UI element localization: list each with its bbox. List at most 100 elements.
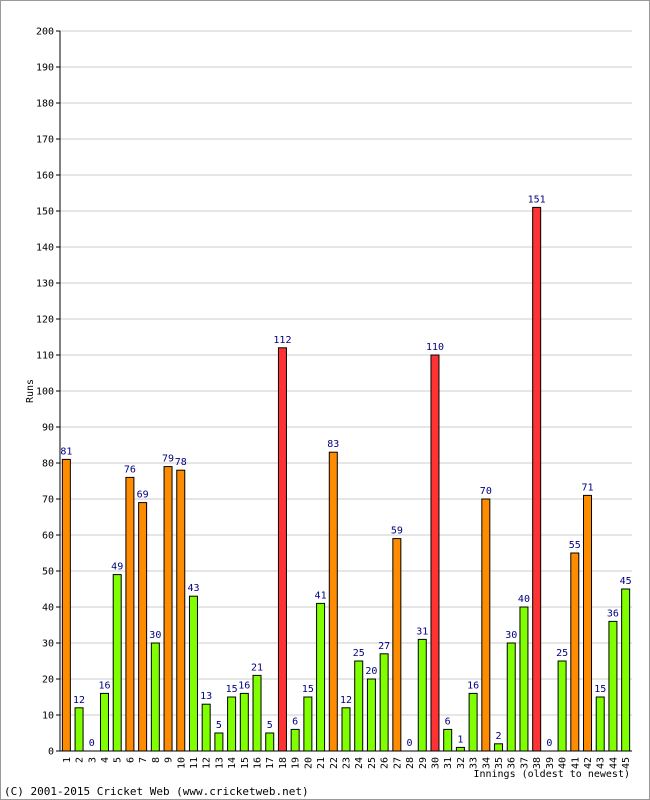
x-tick-label: 10: [176, 757, 187, 769]
x-tick-label: 24: [354, 757, 365, 769]
y-tick-label: 80: [42, 459, 54, 470]
bar: [341, 707, 351, 752]
bar: [608, 620, 618, 752]
bar-value-label: 25: [353, 648, 365, 659]
bar: [328, 451, 338, 752]
x-tick-label: 4: [100, 757, 111, 763]
y-tick-label: 10: [42, 711, 54, 722]
bar-value-label: 69: [137, 490, 149, 501]
bar-value-label: 16: [238, 680, 250, 691]
bar: [595, 696, 605, 752]
x-tick-label: 6: [125, 757, 136, 763]
x-tick-label: 43: [596, 757, 607, 769]
bar: [125, 476, 135, 752]
bar: [150, 642, 160, 752]
y-tick-label: 160: [36, 171, 54, 182]
x-tick-label: 2: [75, 757, 86, 763]
x-tick-label: 45: [621, 757, 632, 769]
bar: [239, 692, 249, 752]
bar-value-label: 2: [496, 731, 502, 742]
y-tick-label: 30: [42, 639, 54, 650]
bar-value-label: 31: [416, 626, 428, 637]
bar-value-label: 36: [607, 608, 619, 619]
x-tick-label: 3: [87, 757, 98, 763]
bar: [583, 494, 593, 752]
bar: [455, 746, 465, 752]
x-tick-label: 26: [380, 757, 391, 769]
x-tick-label: 34: [481, 757, 492, 769]
copyright-footer: (C) 2001-2015 Cricket Web (www.cricketwe…: [4, 785, 309, 798]
x-tick-label: 20: [303, 757, 314, 769]
bar: [570, 552, 580, 752]
x-tick-label: 16: [253, 757, 264, 769]
bar: [138, 502, 148, 752]
bar-value-label: 76: [124, 464, 136, 475]
x-tick-label: 18: [278, 757, 289, 769]
y-axis-label: Runs: [25, 379, 36, 403]
y-tick-label: 190: [36, 63, 54, 74]
bar: [430, 354, 440, 752]
bar: [621, 588, 631, 752]
bar-value-label: 1: [457, 734, 463, 745]
bar-value-label: 151: [528, 194, 546, 205]
x-tick-label: 5: [113, 757, 124, 763]
bar: [252, 674, 262, 752]
bar: [532, 206, 542, 752]
y-tick-label: 50: [42, 567, 54, 578]
bar-value-label: 5: [216, 720, 222, 731]
y-tick-label: 130: [36, 279, 54, 290]
bar: [392, 538, 402, 752]
y-tick-label: 200: [36, 27, 54, 38]
bar: [519, 606, 529, 752]
x-tick-label: 13: [214, 757, 225, 769]
bar-value-label: 16: [467, 680, 479, 691]
bar: [379, 653, 389, 752]
x-tick-label: 30: [430, 757, 441, 769]
x-tick-label: 36: [507, 757, 518, 769]
bar: [417, 638, 427, 752]
bar-value-label: 20: [365, 666, 377, 677]
bar-value-label: 25: [556, 648, 568, 659]
y-tick-label: 0: [48, 747, 54, 758]
x-tick-label: 8: [151, 757, 162, 763]
y-tick-label: 140: [36, 243, 54, 254]
bar: [354, 660, 364, 752]
bar: [61, 458, 71, 752]
bar-value-label: 16: [98, 680, 110, 691]
x-tick-label: 40: [558, 757, 569, 769]
bar: [99, 692, 109, 752]
y-tick-label: 40: [42, 603, 54, 614]
bar-value-label: 6: [445, 716, 451, 727]
bar: [227, 696, 237, 752]
bar: [494, 743, 504, 752]
x-tick-label: 42: [583, 757, 594, 769]
x-tick-label: 33: [469, 757, 480, 769]
y-tick-label: 20: [42, 675, 54, 686]
bar-value-label: 5: [267, 720, 273, 731]
bar-value-label: 83: [327, 439, 339, 450]
bar: [74, 707, 84, 752]
x-tick-label: 15: [240, 757, 251, 769]
bar-value-label: 43: [187, 583, 199, 594]
bar-value-label: 30: [505, 630, 517, 641]
bar: [163, 466, 173, 752]
bar: [176, 469, 186, 752]
bar-value-label: 70: [480, 486, 492, 497]
bar-value-label: 49: [111, 562, 123, 573]
y-tick-label: 170: [36, 135, 54, 146]
x-tick-label: 22: [329, 757, 340, 769]
bar-value-label: 6: [292, 716, 298, 727]
bar: [316, 602, 326, 752]
y-tick-label: 60: [42, 531, 54, 542]
x-tick-label: 7: [138, 757, 149, 763]
bar-value-label: 78: [175, 457, 187, 468]
y-tick-label: 110: [36, 351, 54, 362]
bar: [366, 678, 376, 752]
bar-value-label: 12: [340, 695, 352, 706]
x-tick-label: 41: [570, 757, 581, 769]
x-tick-label: 44: [608, 757, 619, 769]
bar-value-label: 0: [546, 738, 552, 749]
x-tick-label: 35: [494, 757, 505, 769]
bar-value-label: 15: [302, 684, 314, 695]
bar-value-label: 0: [89, 738, 95, 749]
